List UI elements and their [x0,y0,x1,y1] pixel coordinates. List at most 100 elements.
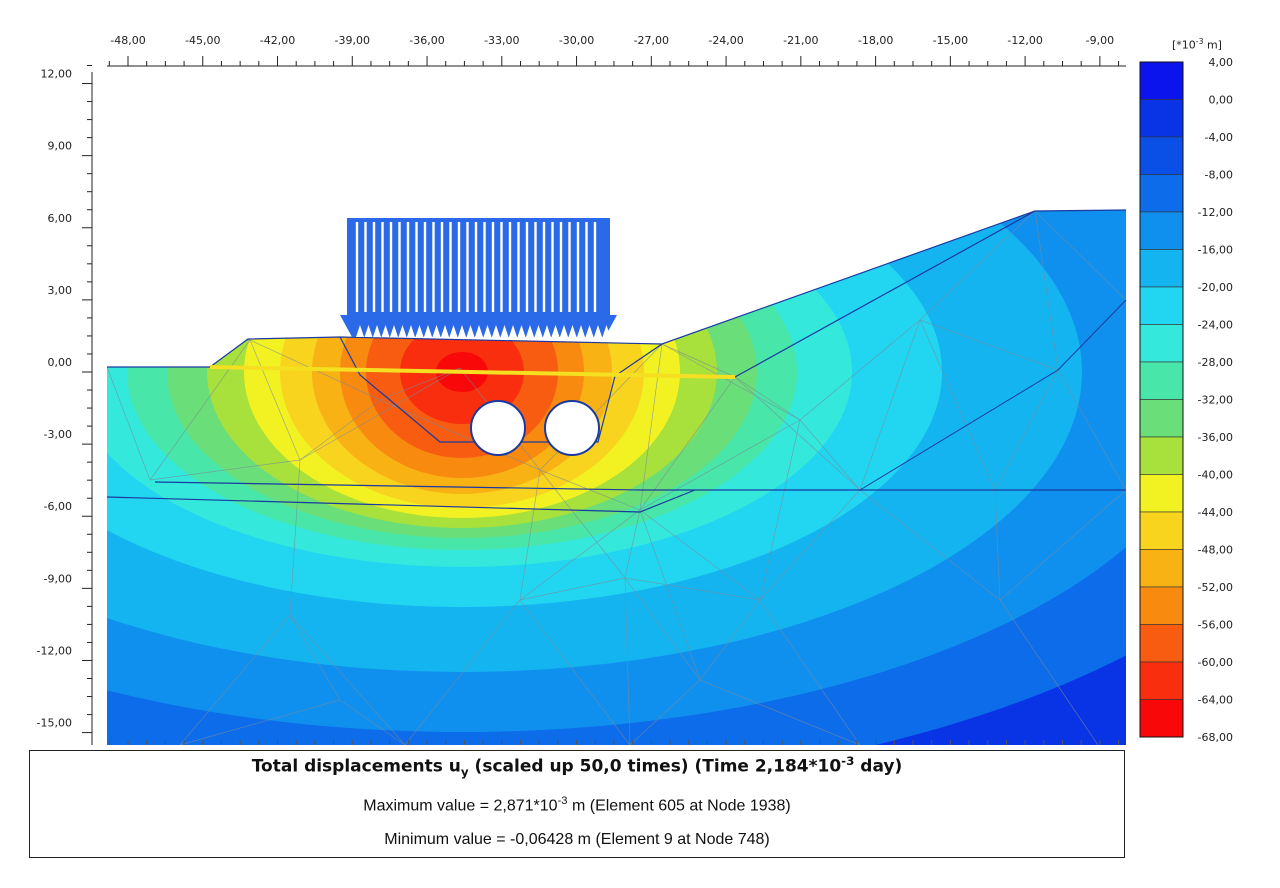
load-arrow [458,325,466,337]
mesh-edge [759,419,801,601]
mesh-edge [994,369,1059,491]
colorbar: 4,00 0,00 -4,00 -8,00 -12,00 -16,00 -20,00 -24,… [1139,56,1233,744]
colorbar-label: -12,00 [1198,206,1233,219]
load-arrow [475,325,483,337]
mesh-edge [859,489,1001,601]
colorbar-label: -64,00 [1198,694,1233,707]
structure [106,209,1127,513]
mesh-edge [994,489,1001,601]
y-tick-label: -15,00 [37,717,72,730]
mesh-edge [699,679,861,745]
mesh-edge [859,319,921,491]
load-arrow [483,325,492,337]
x-tick-label: -36,00 [409,34,444,47]
colorbar-swatch [1139,286,1184,325]
colorbar-swatch [1139,99,1184,138]
x-axis: -48,00 -45,00 -42,00 -39,00 -36,00 -33,00 -30,… [107,34,1126,745]
load-arrow [517,325,526,337]
mesh-edge [639,509,761,601]
colorbar-swatch [1139,136,1184,175]
colorbar-label: -60,00 [1198,656,1233,669]
x-tick-label: -42,00 [260,34,295,47]
colorbar-label: -28,00 [1198,356,1233,369]
mesh-edge [299,367,461,461]
mesh-edge [1034,210,1126,301]
maximum-value-prefix: Maximum value = 2,871*10 [363,797,558,815]
anchor-beam [209,365,736,379]
load-arrow [500,325,509,337]
mesh-edge [519,599,631,745]
load-arrow [594,325,602,337]
load-arrow [441,325,449,337]
colorbar-swatch [1139,249,1184,288]
colorbar-label: -4,00 [1205,131,1233,144]
colorbar-label: -48,00 [1198,544,1233,557]
caption-title: Total displacements uy (scaled up 50,0 t… [30,754,1124,779]
mesh-edge [179,699,341,745]
mesh-edge [149,459,301,481]
y-tick-label: -9,00 [44,572,72,585]
colorbar-swatch [1139,174,1184,213]
mesh-edge [639,419,801,511]
colorbar-label: -20,00 [1198,281,1233,294]
x-tick-label: -9,00 [1086,34,1114,47]
load-arrow [492,325,500,337]
y-tick-label: -3,00 [44,428,72,441]
mesh-edge [639,509,701,681]
minimum-value: Minimum value = -0,06428 m (Element 9 at… [384,831,770,849]
mesh-edge [1057,369,1126,491]
mesh-edge [404,599,521,745]
colorbar-label: -32,00 [1198,394,1233,407]
colorbar-label: -68,00 [1198,731,1233,744]
y-tick-label: -12,00 [37,644,72,657]
mesh-edge [339,699,406,745]
mesh-edge [639,376,736,511]
x-tick-label: -45,00 [185,34,220,47]
load-arrow [373,325,381,337]
load-arrow [466,325,475,337]
mesh-edge [107,366,151,481]
load-arrow [364,325,373,337]
mesh-edge [519,469,541,601]
colorbar-swatch [1139,586,1184,625]
load-arrow [415,325,424,337]
x-tick-label: -24,00 [708,34,743,47]
colorbar-label: -40,00 [1198,469,1233,482]
colorbar-swatch [1139,436,1184,475]
colorbar-swatch [1139,361,1184,400]
y-tick-label: 0,00 [48,356,73,369]
mesh-edge [999,599,1099,745]
contour-band-min [448,356,476,380]
mesh-edge [249,339,301,461]
mesh-edge [759,489,861,601]
mesh-edge [149,339,251,481]
mesh-edge [289,459,301,616]
mesh-edge [799,319,921,421]
load-arrow [390,325,398,337]
load-arrow [449,325,458,337]
tunnel-left [470,400,526,456]
colorbar-unit-prefix: [*10 [1172,38,1196,52]
load-arrow [381,325,390,337]
colorbar-label: -16,00 [1198,244,1233,257]
mesh-edge [919,210,1036,321]
mesh-edge [624,577,701,681]
colorbar-label: -24,00 [1198,319,1233,332]
mesh-lines [107,210,1126,745]
x-tick-label: -21,00 [783,34,818,47]
load-arrow [424,325,432,337]
x-tick-label: -12,00 [1007,34,1042,47]
mesh-edge [759,599,861,745]
maximum-value-suffix: m (Element 605 at Node 1938) [567,797,791,815]
colorbar-swatch [1139,211,1184,250]
y-tick-label: 3,00 [48,284,73,297]
colorbar-swatch [1139,661,1184,700]
load-arrow [407,325,415,337]
mesh-edge [289,614,406,745]
load-arrow [602,325,611,337]
x-tick-label: -39,00 [335,34,370,47]
mesh-edge [799,419,861,491]
mesh-edge [519,577,626,601]
load-arrow [398,325,407,337]
layer-boundary [154,481,1126,491]
